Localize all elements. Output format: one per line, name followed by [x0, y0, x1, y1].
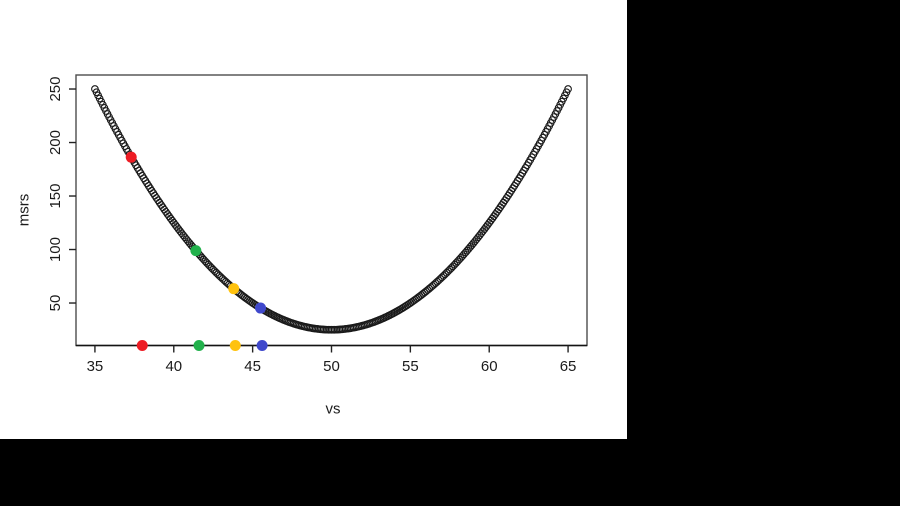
x-axis-title: vs: [325, 400, 341, 418]
x-tick-label: 50: [323, 358, 340, 375]
highlight-point-green: [190, 245, 202, 257]
r-plot-panel: 35 40 45 50 55 60 65 50 100 150 200 250 vs msrs: [0, 0, 627, 439]
x-tick-label: 60: [481, 358, 498, 375]
y-tick-label: 50: [47, 295, 64, 312]
rug-point-orange: [229, 340, 241, 351]
y-axis-title: msrs: [15, 193, 33, 227]
y-tick-label: 250: [47, 77, 64, 102]
plot-svg: 35 40 45 50 55 60 65 50 100 150 200 250: [47, 74, 588, 375]
y-tick-label: 100: [47, 237, 64, 262]
plot-box: [75, 74, 588, 347]
x-tick-label: 55: [402, 358, 419, 375]
rug-point-green: [193, 340, 205, 351]
x-tick-label: 65: [560, 358, 577, 375]
highlight-point-red: [125, 151, 137, 163]
highlight-point-orange: [228, 283, 240, 295]
highlight-point-blue: [255, 302, 267, 314]
x-tick-label: 40: [165, 358, 182, 375]
y-tick-label: 200: [47, 130, 64, 155]
x-tick-label: 45: [244, 358, 261, 375]
rug-point-red: [136, 340, 148, 351]
y-tick-label: 150: [47, 184, 64, 209]
x-tick-label: 35: [87, 358, 104, 375]
rug-point-blue: [256, 340, 268, 351]
curve-point: [564, 85, 572, 93]
